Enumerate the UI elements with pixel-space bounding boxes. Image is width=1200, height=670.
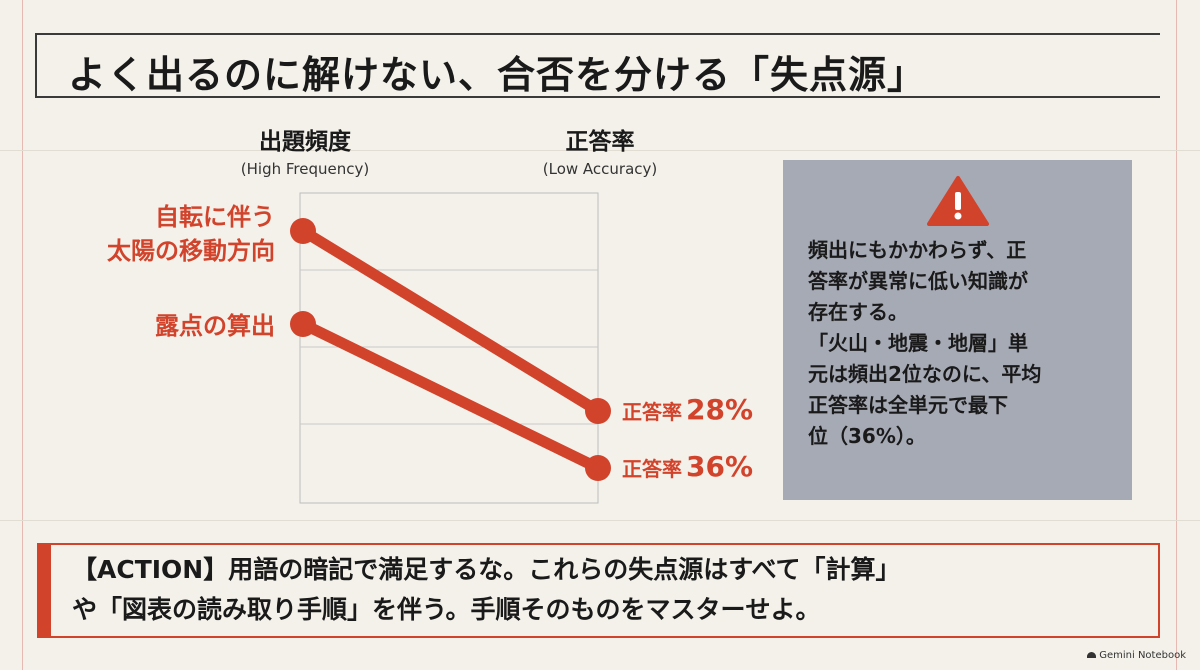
- column-header-label: 正答率: [565, 129, 635, 155]
- warning-triangle-icon: [927, 176, 989, 226]
- item-label-line: 露点の算出: [155, 312, 275, 340]
- info-line: 「火山・地震・地層」単: [808, 331, 1028, 355]
- item-label-dew-point: 露点の算出: [155, 309, 275, 343]
- info-line: 位（36%）。: [808, 424, 926, 448]
- grid-line: [0, 520, 1200, 521]
- brand-logo: Gemini Notebook: [1087, 650, 1186, 661]
- title-frame: [35, 33, 1160, 98]
- column-header-accuracy: 正答率 (Low Accuracy): [510, 122, 690, 178]
- accuracy-sun-direction: 正答率 28%: [622, 393, 753, 426]
- item-label-line: 自転に伴う: [155, 203, 275, 231]
- accuracy-label: 正答率: [622, 400, 682, 424]
- slope-line-dew-point: [297, 318, 604, 474]
- page-title: よく出るのに解けない、合否を分ける「失点源」: [68, 53, 927, 97]
- point-accuracy-sun-direction: [585, 398, 611, 424]
- info-text: 頻出にもかかわらず、正 答率が異常に低い知識が 存在する。 「火山・地震・地層」…: [808, 235, 1118, 452]
- chart-frame: [299, 192, 599, 504]
- info-line: 正答率は全単元で最下: [808, 393, 1008, 417]
- point-frequency-sun-direction: [290, 218, 316, 244]
- grid-line: [1176, 0, 1177, 670]
- info-line: 頻出にもかかわらず、正: [808, 238, 1027, 262]
- item-label-line: 太陽の移動方向: [107, 237, 275, 265]
- accuracy-value: 36%: [686, 450, 754, 483]
- action-line: や「図表の読み取り手順」を伴う。手順そのものをマスターせよ。: [72, 595, 821, 624]
- info-line: 答率が異常に低い知識が: [808, 269, 1028, 293]
- brand-logo-text: Gemini Notebook: [1099, 650, 1186, 661]
- grid-line: [0, 150, 1200, 151]
- accuracy-value: 28%: [686, 393, 754, 426]
- action-callout: [37, 543, 1160, 638]
- accuracy-dew-point: 正答率 36%: [622, 450, 753, 483]
- point-accuracy-dew-point: [585, 455, 611, 481]
- point-frequency-dew-point: [290, 311, 316, 337]
- accuracy-label: 正答率: [622, 457, 682, 481]
- info-line: 存在する。: [808, 300, 908, 324]
- grid-line: [22, 0, 23, 670]
- column-header-sublabel: (High Frequency): [240, 160, 370, 178]
- column-header-frequency: 出題頻度 (High Frequency): [215, 122, 395, 178]
- action-text: 【ACTION】用語の暗記で満足するな。これらの失点源はすべて「計算」 や「図表…: [72, 550, 1152, 630]
- cloud-icon: [1087, 652, 1097, 658]
- action-line: 【ACTION】用語の暗記で満足するな。これらの失点源はすべて「計算」: [72, 555, 901, 584]
- column-header-sublabel: (Low Accuracy): [542, 160, 658, 178]
- item-label-sun-direction: 自転に伴う 太陽の移動方向: [107, 200, 275, 268]
- info-line: 元は頻出2位なのに、平均: [808, 362, 1042, 386]
- column-header-label: 出題頻度: [259, 129, 351, 155]
- slope-line-sun-direction: [297, 225, 604, 417]
